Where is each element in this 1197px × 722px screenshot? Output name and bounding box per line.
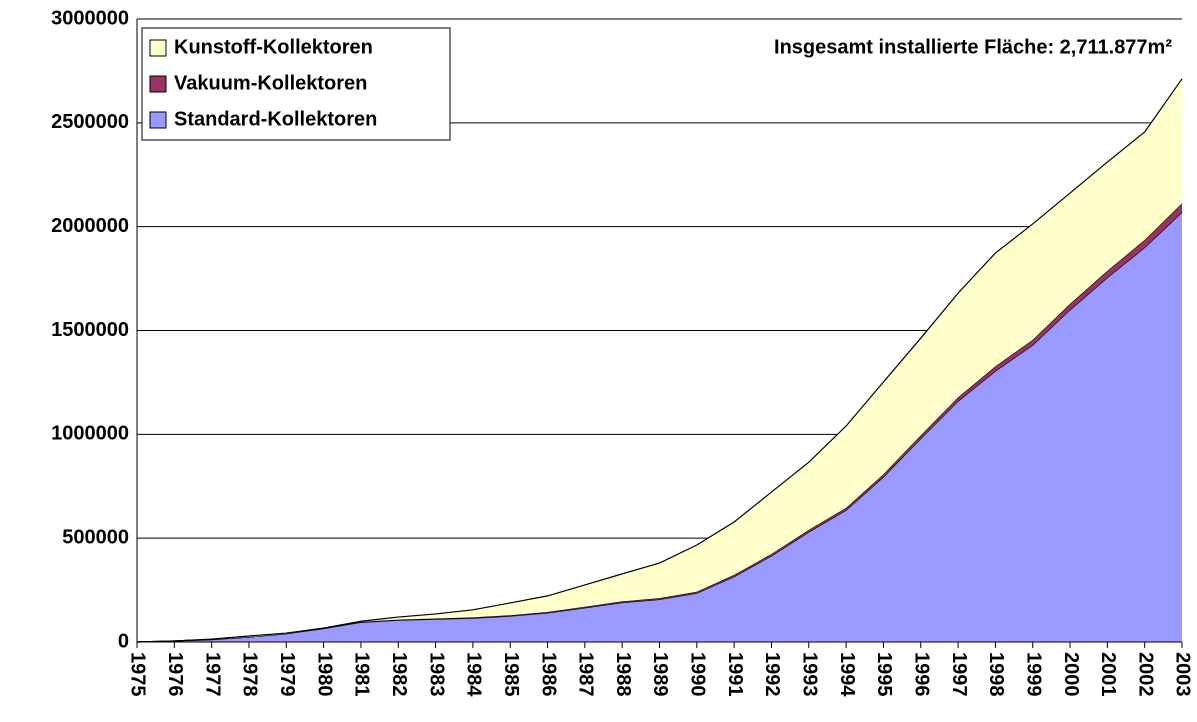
x-tick-label: 2000 [1060, 652, 1082, 697]
legend-swatch [149, 75, 167, 93]
x-tick-label: 1989 [649, 652, 671, 697]
overlay: 0 500000 1000000 1500000 2000000 2500000 30000… [51, 7, 1194, 697]
legend-box [141, 27, 451, 141]
x-tick-label: 1978 [239, 652, 261, 697]
legend-swatch [149, 39, 167, 57]
x-tick-label: 1976 [164, 652, 186, 697]
x-tick-label: 1997 [948, 652, 970, 697]
x-tick-label: 1993 [799, 652, 821, 697]
x-tick-label: 1998 [985, 652, 1007, 696]
y-tick-label: 1000000 [51, 423, 129, 445]
x-tick-label: 1988 [612, 652, 634, 697]
legend-swatch [149, 111, 167, 129]
x-tick-label: 1986 [537, 652, 559, 697]
legend-label: Standard-Kollektoren [174, 108, 377, 130]
x-tick-label: 1996 [910, 652, 932, 697]
y-tick-label: 3000000 [51, 7, 129, 29]
x-tick-label: 1995 [873, 652, 895, 697]
x-tick-label: 1985 [500, 652, 522, 697]
y-tick-label: 500000 [62, 526, 129, 548]
x-tick-label: 2003 [1172, 652, 1194, 697]
x-tick-label: 1975 [127, 652, 149, 697]
x-tick-label: 1992 [761, 652, 783, 697]
x-tick-label: 1987 [575, 652, 597, 697]
x-tick-label: 1981 [351, 652, 373, 697]
y-tick-label: 1500000 [51, 319, 129, 341]
x-tick-label: 2002 [1134, 652, 1156, 697]
x-tick-label: 1982 [388, 652, 410, 697]
x-tick-label: 1977 [201, 652, 223, 697]
x-tick-label: 1994 [836, 652, 858, 697]
x-tick-label: 1999 [1022, 652, 1044, 697]
x-tick-label: 1983 [425, 652, 447, 697]
area [137, 78, 1182, 642]
x-tick-label: 1991 [724, 652, 746, 697]
x-tick-label: 2001 [1097, 652, 1119, 697]
x-tick-label: 1980 [313, 652, 335, 697]
x-tick-label: 1990 [687, 652, 709, 697]
y-tick-label: 0 [118, 630, 129, 652]
x-tick-label: 1979 [276, 652, 298, 697]
x-tick-label: 1984 [463, 652, 485, 697]
y-tick-label: 2500000 [51, 111, 129, 133]
annotation: Insgesamt installierte Fläche: 2,711.877… [774, 36, 1172, 58]
areas [136, 78, 1183, 643]
y-tick-label: 2000000 [51, 215, 129, 237]
legend-label: Vakuum-Kollektoren [174, 72, 367, 94]
legend-label: Kunstoff-Kollektoren [174, 36, 373, 58]
area [137, 212, 1182, 642]
area-line [136, 78, 1183, 643]
